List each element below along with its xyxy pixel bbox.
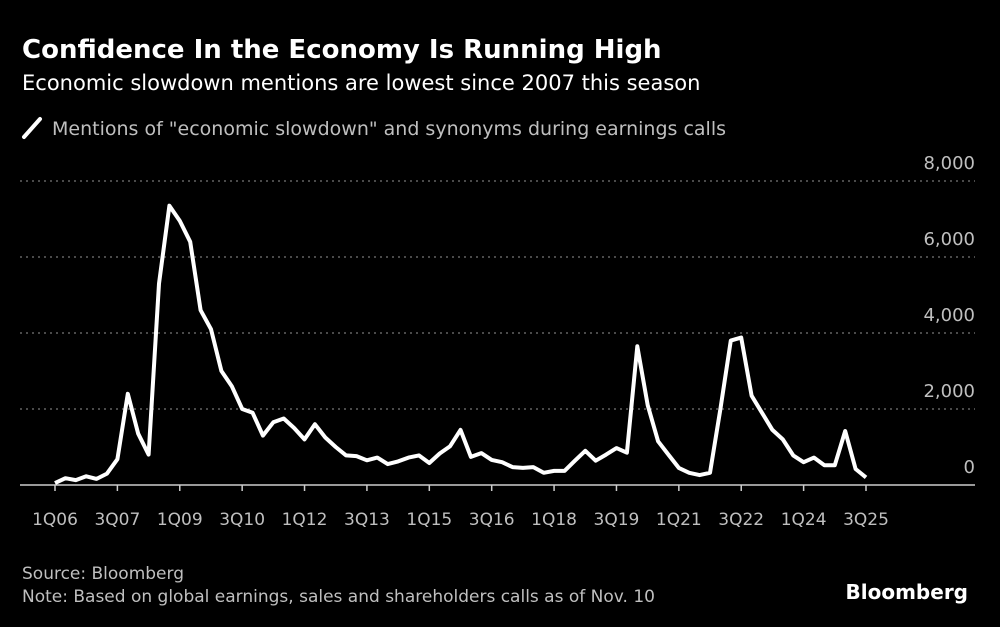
x-tick-label: 3Q13 xyxy=(344,510,390,530)
x-tick-label: 3Q19 xyxy=(594,510,640,530)
y-tick-label: 4,000 xyxy=(923,305,975,326)
x-tick-label: 1Q24 xyxy=(781,510,827,530)
x-tick-label: 3Q07 xyxy=(94,510,140,530)
chart-subtitle: Economic slowdown mentions are lowest si… xyxy=(22,71,700,95)
x-tick-label: 1Q18 xyxy=(531,510,577,530)
x-tick-label: 1Q09 xyxy=(157,510,203,530)
source: Source: Bloomberg xyxy=(22,564,184,584)
x-tick-label: 3Q25 xyxy=(843,510,889,530)
legend-label: Mentions of "economic slowdown" and syno… xyxy=(52,118,726,140)
x-tick-label: 3Q16 xyxy=(469,510,515,530)
x-tick-label: 1Q12 xyxy=(282,510,328,530)
y-tick-label: 2,000 xyxy=(923,381,975,402)
x-tick-label: 1Q15 xyxy=(406,510,452,530)
x-tick-label: 3Q22 xyxy=(718,510,764,530)
logo: Bloomberg xyxy=(846,580,968,604)
y-tick-label: 6,000 xyxy=(923,229,975,250)
x-tick-label: 3Q10 xyxy=(219,510,265,530)
data-line xyxy=(54,203,868,485)
x-tick-label: 1Q06 xyxy=(32,510,78,530)
legend-swatch xyxy=(22,117,42,139)
y-tick-label: 0 xyxy=(964,457,975,478)
x-tick-label: 1Q21 xyxy=(656,510,702,530)
note: Note: Based on global earnings, sales an… xyxy=(22,587,655,607)
chart-title: Confidence In the Economy Is Running Hig… xyxy=(22,35,662,65)
y-tick-label: 8,000 xyxy=(923,153,975,174)
